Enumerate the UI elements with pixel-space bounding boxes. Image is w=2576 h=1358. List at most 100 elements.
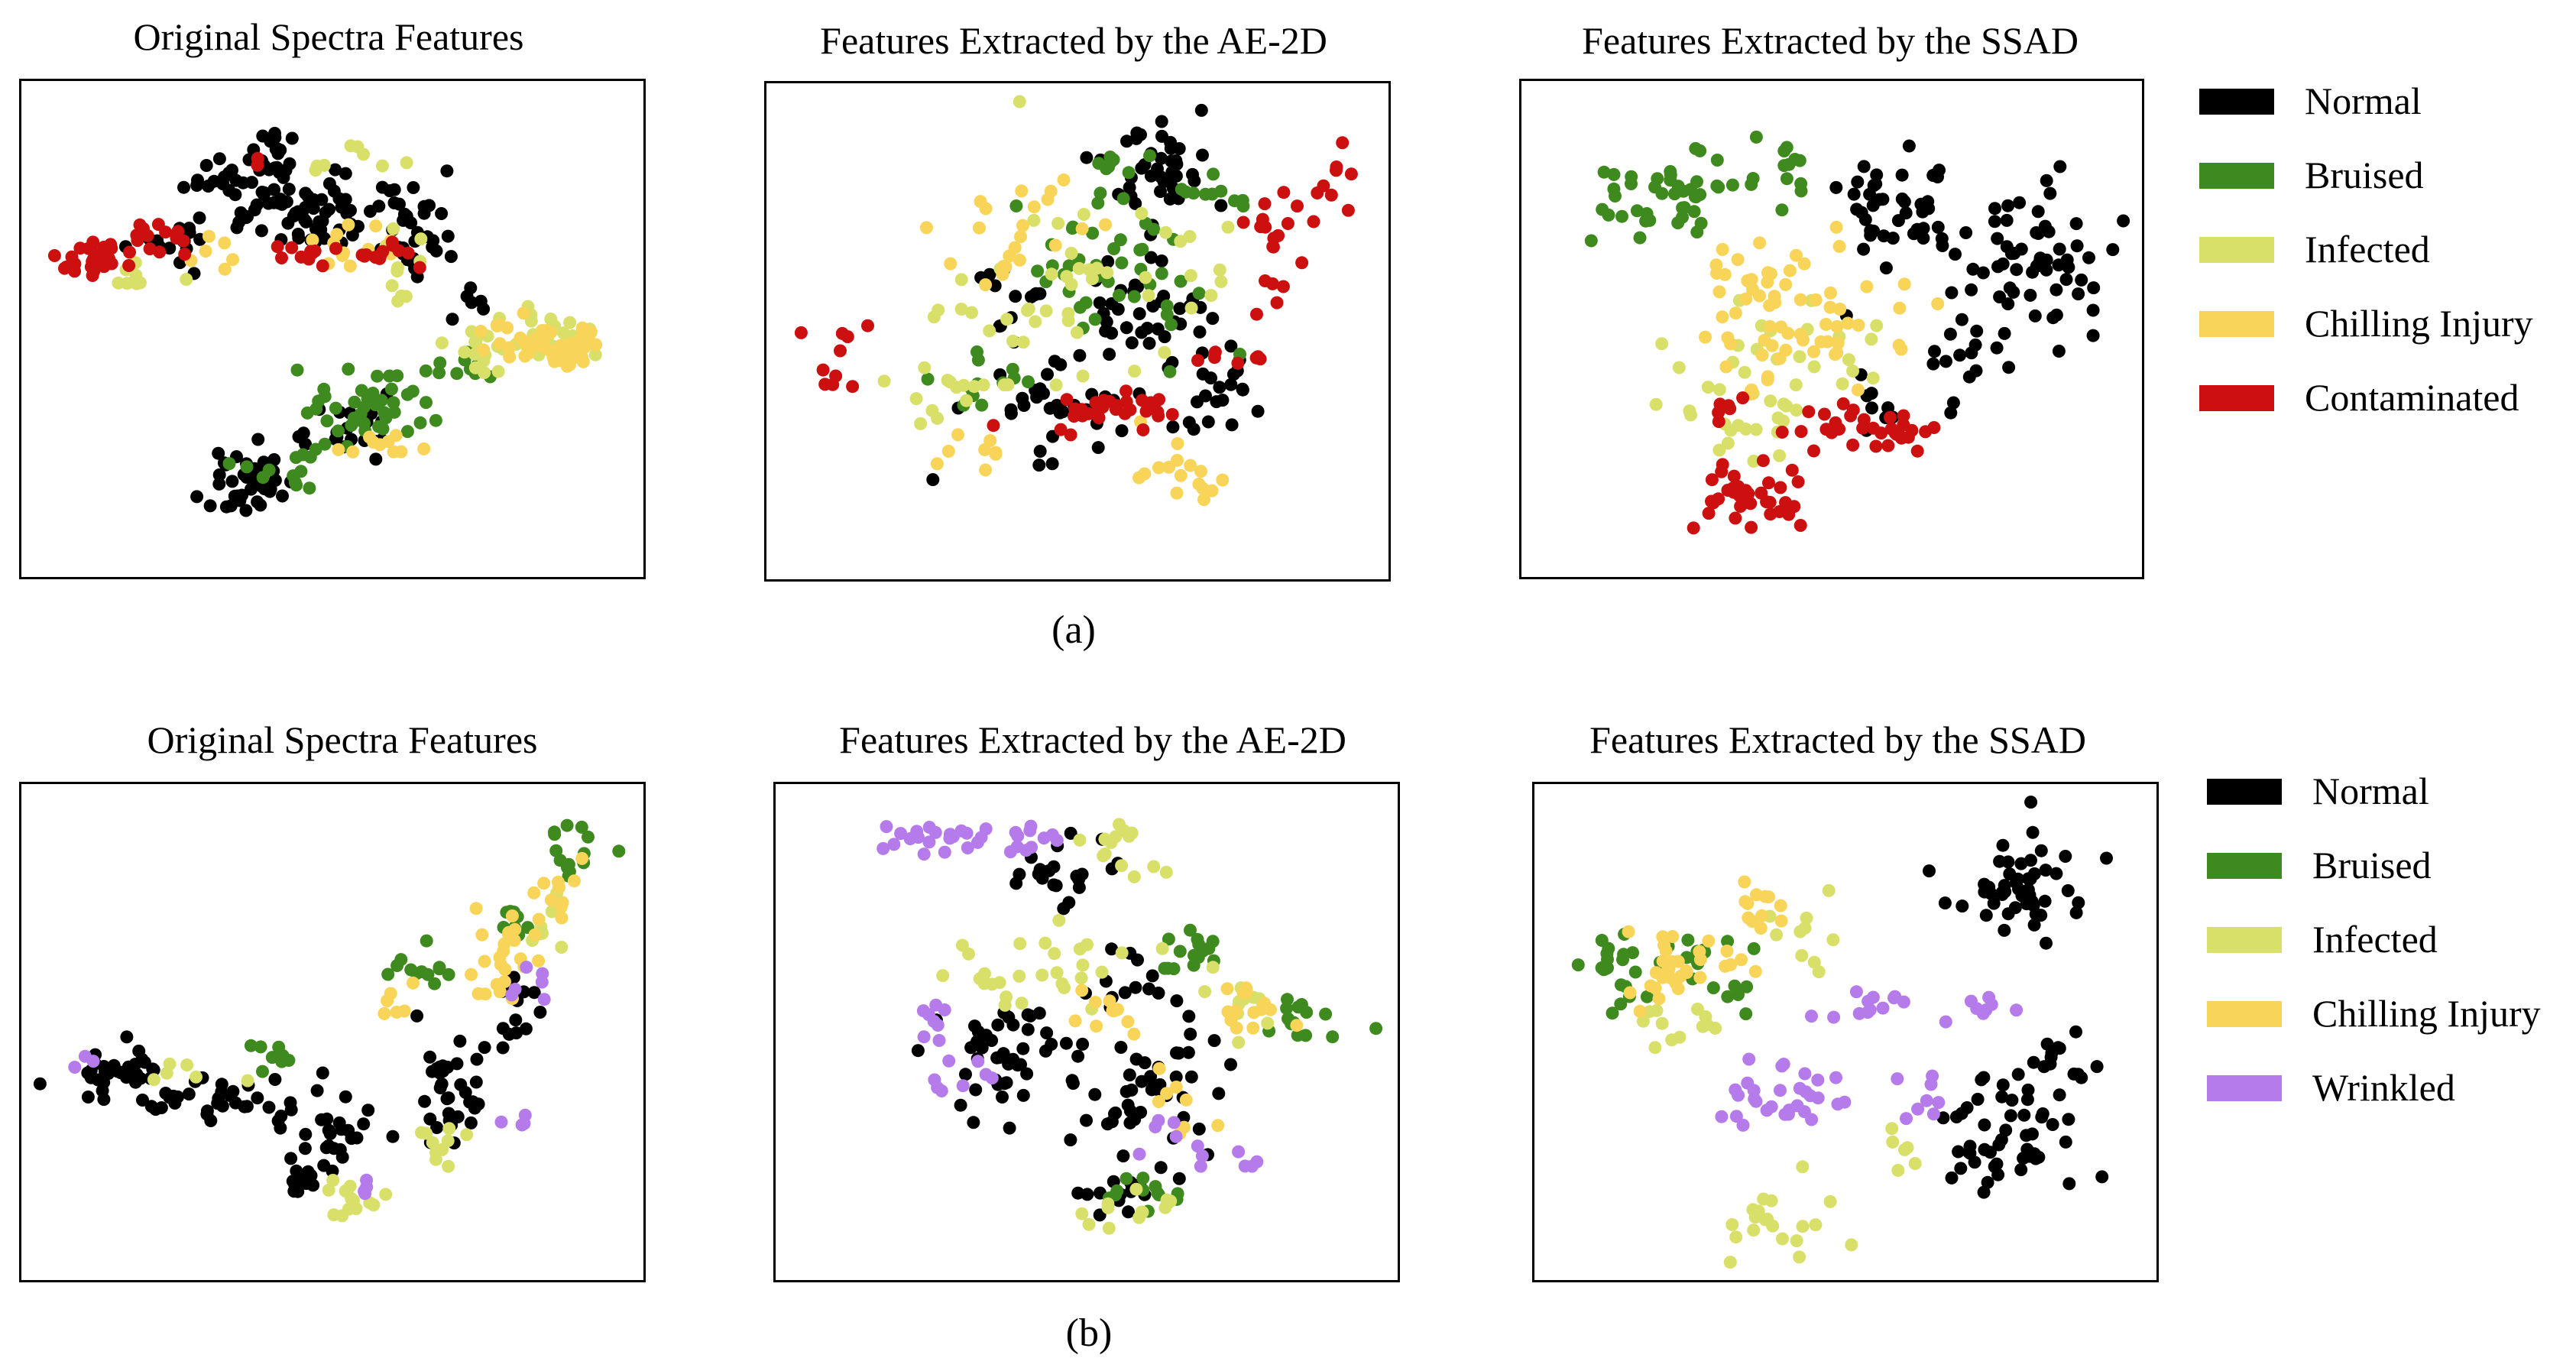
data-point bbox=[612, 844, 626, 858]
data-point bbox=[1032, 459, 1046, 472]
data-point bbox=[979, 278, 993, 292]
data-point bbox=[1683, 404, 1696, 418]
data-point bbox=[496, 1041, 510, 1055]
data-point bbox=[1778, 1107, 1792, 1121]
data-point bbox=[1793, 350, 1806, 364]
data-point bbox=[1865, 401, 1878, 415]
data-point bbox=[390, 1006, 403, 1019]
data-point bbox=[263, 485, 277, 498]
data-point bbox=[1805, 1010, 1818, 1023]
data-point bbox=[2038, 894, 2052, 908]
data-point bbox=[112, 276, 125, 290]
data-point bbox=[1009, 199, 1023, 212]
data-point bbox=[938, 845, 951, 859]
data-point bbox=[965, 306, 978, 319]
data-point bbox=[2001, 907, 2015, 921]
data-point bbox=[1908, 1157, 1922, 1170]
data-point bbox=[299, 186, 313, 200]
data-point bbox=[316, 1066, 329, 1080]
plot-area bbox=[764, 81, 1391, 582]
data-point bbox=[1644, 979, 1657, 993]
data-point bbox=[1995, 1090, 2009, 1104]
data-point bbox=[369, 219, 383, 233]
data-point bbox=[1844, 409, 1858, 423]
data-point bbox=[1977, 1071, 1991, 1084]
data-point bbox=[1746, 172, 1760, 185]
data-point bbox=[1648, 1041, 1662, 1055]
data-point bbox=[980, 1029, 993, 1042]
data-point bbox=[936, 969, 950, 983]
data-point bbox=[387, 396, 400, 410]
data-point bbox=[2062, 1177, 2076, 1191]
data-point bbox=[2049, 867, 2063, 880]
data-point bbox=[317, 382, 331, 396]
data-point bbox=[1745, 520, 1758, 534]
data-point bbox=[1132, 307, 1146, 320]
data-point bbox=[369, 452, 383, 466]
data-point bbox=[2034, 844, 2048, 857]
data-point bbox=[2040, 936, 2053, 950]
data-point bbox=[567, 874, 581, 888]
data-point bbox=[2001, 855, 2015, 869]
data-point bbox=[508, 922, 522, 936]
data-point bbox=[1952, 1145, 1965, 1159]
legend-label: Infected bbox=[2312, 918, 2438, 961]
data-point bbox=[136, 1094, 149, 1107]
data-point bbox=[414, 232, 428, 246]
data-point bbox=[1790, 248, 1803, 262]
data-point bbox=[985, 977, 999, 991]
data-point bbox=[978, 443, 992, 456]
data-point bbox=[1664, 168, 1677, 182]
plot-area bbox=[19, 782, 646, 1282]
data-point bbox=[2001, 199, 2015, 212]
data-point bbox=[1867, 224, 1881, 238]
data-point bbox=[1043, 401, 1057, 415]
data-point bbox=[1739, 292, 1753, 306]
data-point bbox=[1163, 192, 1177, 206]
data-point bbox=[1076, 958, 1090, 972]
data-point bbox=[475, 928, 489, 942]
data-point bbox=[1144, 251, 1158, 264]
data-point bbox=[240, 1100, 254, 1113]
data-point bbox=[1715, 1110, 1729, 1123]
data-point bbox=[2010, 1003, 2024, 1017]
data-point bbox=[1796, 1220, 1810, 1233]
data-point bbox=[282, 183, 296, 196]
data-point bbox=[1793, 293, 1807, 306]
data-point bbox=[2072, 1068, 2085, 1081]
data-point bbox=[2025, 895, 2039, 909]
data-point bbox=[1911, 1102, 1925, 1116]
data-point bbox=[1966, 262, 1980, 276]
data-point bbox=[1174, 468, 1188, 482]
data-point bbox=[1193, 325, 1207, 339]
data-point bbox=[1299, 1029, 1313, 1042]
data-point bbox=[1064, 246, 1078, 260]
data-point bbox=[1047, 878, 1061, 892]
data-point bbox=[2017, 1152, 2030, 1165]
data-point bbox=[960, 394, 974, 407]
data-point bbox=[1763, 495, 1777, 509]
data-point bbox=[1609, 190, 1622, 203]
data-point bbox=[996, 1091, 1009, 1104]
data-point bbox=[1317, 179, 1330, 193]
data-point bbox=[250, 198, 264, 212]
data-point bbox=[1832, 240, 1846, 253]
data-point bbox=[1091, 441, 1105, 455]
data-point bbox=[978, 967, 991, 980]
data-point bbox=[191, 173, 204, 187]
legend-label: Wrinkled bbox=[2312, 1066, 2455, 1109]
data-point bbox=[2027, 918, 2041, 932]
data-point bbox=[1116, 1149, 1130, 1163]
data-point bbox=[1770, 928, 1784, 942]
data-point bbox=[1891, 1072, 1904, 1086]
data-point bbox=[1155, 942, 1169, 955]
data-point bbox=[308, 245, 322, 258]
data-point bbox=[1151, 322, 1165, 335]
data-point bbox=[1876, 1001, 1890, 1015]
data-point bbox=[1101, 254, 1115, 268]
data-point bbox=[1988, 215, 2001, 228]
data-point bbox=[1774, 320, 1788, 334]
data-point bbox=[560, 351, 574, 365]
data-point bbox=[1981, 1175, 1994, 1189]
data-point bbox=[1969, 364, 1983, 378]
